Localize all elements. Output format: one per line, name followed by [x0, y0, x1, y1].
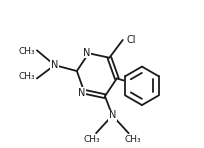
Text: Cl: Cl: [126, 35, 136, 45]
Text: N: N: [51, 60, 58, 70]
Text: CH₃: CH₃: [125, 135, 141, 144]
Text: N: N: [78, 87, 86, 98]
Text: CH₃: CH₃: [19, 73, 35, 81]
Text: N: N: [109, 110, 116, 120]
Text: CH₃: CH₃: [83, 135, 100, 144]
Text: N: N: [83, 48, 90, 58]
Text: CH₃: CH₃: [19, 47, 35, 56]
